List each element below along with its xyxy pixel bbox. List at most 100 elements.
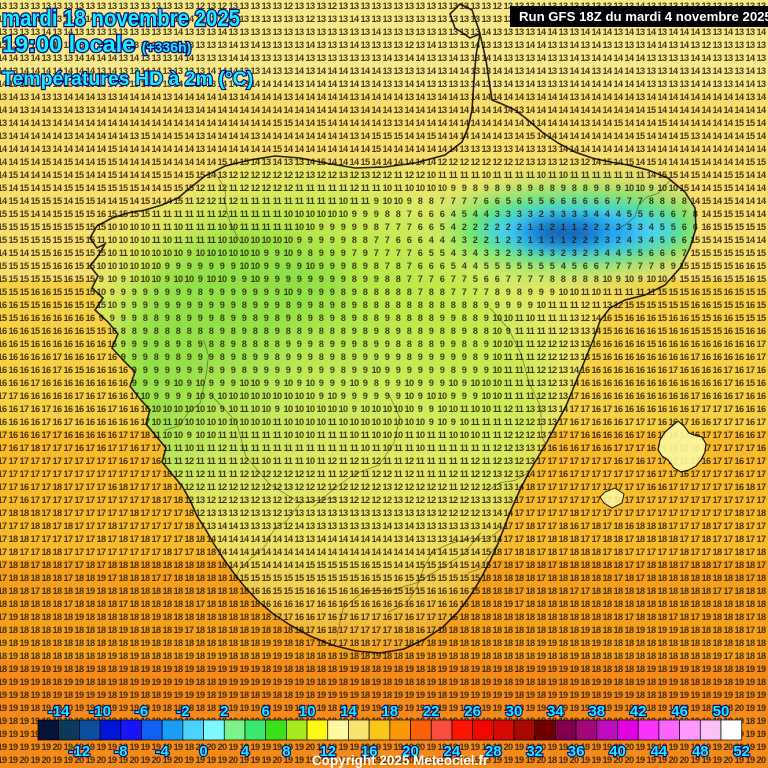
svg-text:13: 13 [415,521,425,531]
svg-text:14: 14 [228,118,239,128]
svg-text:17: 17 [118,599,128,609]
svg-text:13: 13 [393,1,403,11]
svg-text:15: 15 [756,248,766,258]
svg-text:14: 14 [261,118,272,128]
svg-text:11: 11 [328,469,337,479]
svg-text:10: 10 [294,404,304,414]
svg-text:17: 17 [745,443,755,453]
svg-text:6: 6 [660,248,665,258]
svg-text:8: 8 [187,339,192,349]
svg-text:13: 13 [470,495,480,505]
svg-text:11: 11 [262,430,271,440]
svg-text:17: 17 [723,417,733,427]
svg-text:12: 12 [393,482,403,492]
svg-text:17: 17 [30,482,40,492]
svg-text:9: 9 [484,352,489,362]
svg-text:9: 9 [143,352,148,362]
svg-text:10: 10 [437,391,447,401]
svg-text:10: 10 [459,430,469,440]
svg-text:14: 14 [74,118,85,128]
svg-text:11: 11 [537,313,546,323]
svg-text:10: 10 [228,248,238,258]
svg-text:10: 10 [272,391,282,401]
svg-text:11: 11 [196,222,205,232]
svg-text:14: 14 [701,79,712,89]
svg-text:13: 13 [393,534,403,544]
svg-text:17: 17 [41,534,51,544]
svg-text:9: 9 [220,378,225,388]
svg-text:10: 10 [283,235,293,245]
svg-text:18: 18 [580,651,590,661]
svg-text:2: 2 [550,222,555,232]
svg-text:13: 13 [415,1,425,11]
svg-text:13: 13 [261,521,271,531]
svg-text:14: 14 [569,79,580,89]
svg-text:12: 12 [261,170,271,180]
svg-text:8: 8 [385,287,390,297]
svg-text:15: 15 [85,326,95,336]
svg-text:5: 5 [451,261,456,271]
svg-text:17: 17 [734,495,744,505]
svg-text:18: 18 [96,625,106,635]
svg-text:18: 18 [30,638,40,648]
svg-text:16: 16 [734,482,744,492]
svg-text:14: 14 [536,92,547,102]
svg-text:15: 15 [41,274,51,284]
svg-text:17: 17 [52,469,62,479]
svg-text:19: 19 [349,664,359,674]
svg-text:11: 11 [570,170,579,180]
svg-text:13: 13 [712,79,722,89]
svg-text:17: 17 [0,391,7,401]
svg-text:13: 13 [250,53,260,63]
svg-text:16: 16 [591,430,601,440]
svg-text:9: 9 [462,365,467,375]
svg-text:18: 18 [646,625,656,635]
svg-text:19: 19 [536,638,546,648]
svg-text:18: 18 [514,573,524,583]
svg-text:16: 16 [327,612,337,622]
svg-text:17: 17 [503,534,513,544]
svg-text:9: 9 [616,274,621,284]
svg-text:9: 9 [297,274,302,284]
svg-text:18: 18 [514,612,524,622]
svg-text:15: 15 [41,183,51,193]
svg-text:7: 7 [385,261,390,271]
svg-text:10: 10 [162,248,172,258]
svg-text:8: 8 [352,274,357,284]
svg-text:18: 18 [85,625,95,635]
svg-text:14: 14 [327,105,338,115]
svg-text:8: 8 [407,326,412,336]
svg-text:13: 13 [745,27,755,37]
svg-text:15: 15 [151,157,161,167]
svg-text:3: 3 [517,209,522,219]
svg-text:14: 14 [250,547,261,557]
svg-text:15: 15 [41,157,51,167]
svg-text:17: 17 [756,417,766,427]
svg-text:19: 19 [514,742,524,752]
svg-text:19: 19 [536,664,546,674]
svg-text:17: 17 [41,417,51,427]
svg-text:18: 18 [294,664,304,674]
svg-text:18: 18 [162,469,172,479]
svg-text:11: 11 [273,196,282,206]
svg-text:11: 11 [328,183,337,193]
svg-text:13: 13 [272,1,282,11]
svg-text:17: 17 [371,625,381,635]
svg-text:14: 14 [404,131,415,141]
svg-text:17: 17 [701,495,711,505]
svg-text:10: 10 [382,196,392,206]
svg-text:18: 18 [613,534,623,544]
svg-text:9: 9 [231,287,236,297]
svg-text:13: 13 [239,521,249,531]
svg-text:18: 18 [613,521,623,531]
svg-text:15: 15 [756,261,766,271]
svg-text:13: 13 [404,92,414,102]
svg-text:18: 18 [195,638,205,648]
svg-text:18: 18 [30,625,40,635]
svg-text:2: 2 [473,235,478,245]
svg-text:14: 14 [195,157,206,167]
svg-text:11: 11 [636,170,645,180]
svg-text:14: 14 [679,118,690,128]
svg-text:13: 13 [305,66,315,76]
svg-text:17: 17 [0,534,7,544]
